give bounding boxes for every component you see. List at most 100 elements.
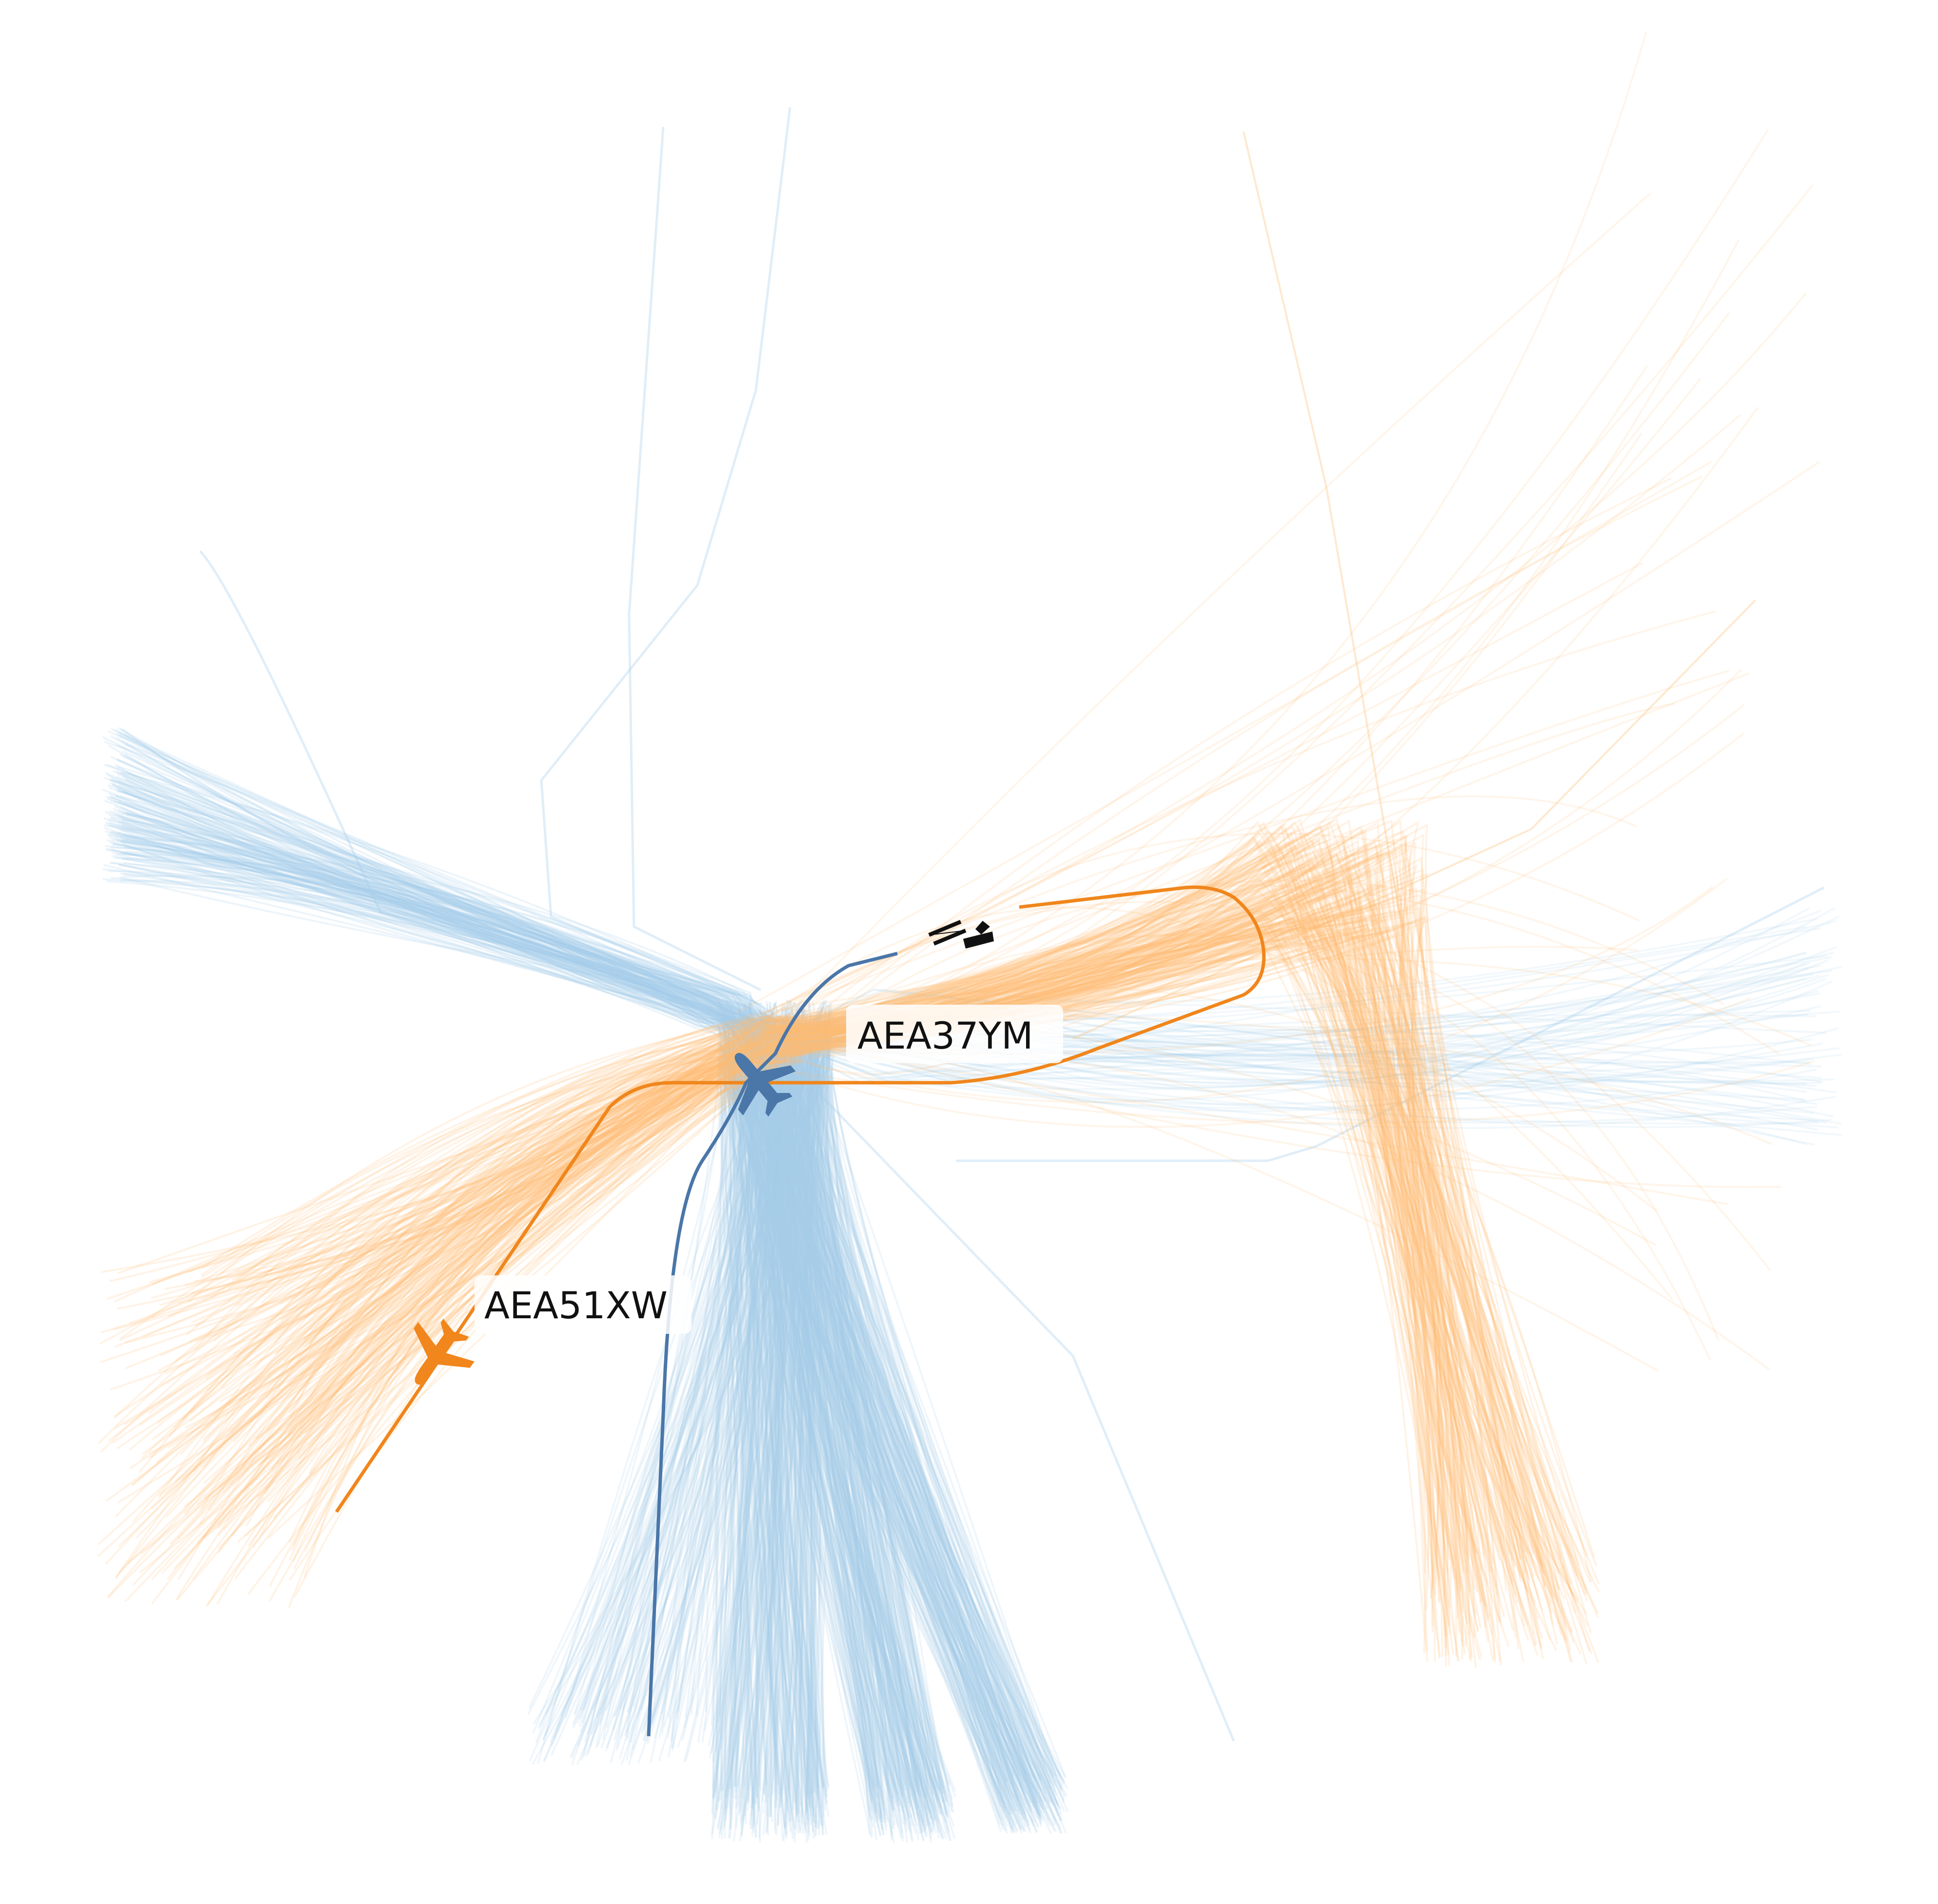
arrival-trajectory: [775, 1068, 785, 1809]
arrival-trajectory: [783, 1025, 896, 1811]
departure-trajectory: [114, 1043, 780, 1303]
arrival-trajectory: [779, 1069, 905, 1796]
arrival-trajectory: [732, 1076, 884, 1795]
arrival-trajectory: [792, 1064, 804, 1815]
departure-trajectory: [787, 821, 1599, 1614]
arrival-trajectory: [817, 1045, 1005, 1798]
arrival-trajectory: [760, 1060, 908, 1832]
arrival-trajectory: [780, 1067, 1052, 1785]
arrival-trajectory: [787, 1076, 918, 1792]
arrival-trajectory: [821, 1015, 1039, 1827]
departure-trajectory: [794, 845, 1589, 1602]
arrival-trajectory: [772, 1004, 1012, 1811]
arrival-trajectory: [121, 775, 788, 1033]
airplane-icon[interactable]: [710, 1032, 807, 1129]
departure-trajectory: [218, 1029, 767, 1488]
arrival-trajectory: [110, 755, 779, 1023]
arrival-trajectory: [775, 1038, 1834, 1118]
arrival-trajectory: [740, 1023, 790, 1836]
arrival-trajectory: [818, 1040, 896, 1788]
arrival-trajectory: [724, 1049, 770, 1799]
arrival-trajectory: [119, 784, 801, 1025]
arrival-trajectory: [114, 764, 770, 1023]
arrival-trajectory: [800, 1041, 956, 1840]
arrival-trajectory: [793, 1076, 931, 1825]
arrival-trajectory: [724, 1065, 832, 1810]
departure-trajectory: [771, 869, 1542, 1647]
arrival-trajectory: [798, 1003, 1014, 1776]
arrival-trajectory: [731, 1027, 825, 1836]
departure-trajectory: [761, 31, 1647, 1066]
arrival-trajectory: [756, 1007, 801, 1797]
departure-trajectory: [166, 1057, 764, 1580]
arrival-trajectory: [810, 1075, 1020, 1812]
arrival-trajectory: [750, 1049, 801, 1829]
arrival-trajectory: [800, 1070, 826, 1787]
arrival-trajectory: [711, 1041, 803, 1839]
departure-trajectory: [196, 1044, 751, 1506]
arrival-trajectory: [756, 1032, 814, 1843]
arrival-trajectory: [807, 1070, 825, 1825]
arrival-trajectory: [120, 840, 789, 1029]
arrival-trajectory: [737, 1061, 871, 1818]
arrival-trajectory: [762, 1056, 825, 1793]
departure-trajectory: [779, 853, 1489, 1642]
departure-trajectory: [747, 957, 1811, 1047]
arrival-trajectory: [773, 1035, 915, 1827]
arrival-trajectory: [724, 1075, 1024, 1816]
departure-trajectory: [759, 702, 1675, 1055]
departure-trajectory: [245, 1045, 762, 1527]
arrival-trajectory: [825, 1024, 916, 1821]
departure-trajectory: [142, 1025, 780, 1338]
arrival-trajectory: [799, 1046, 1048, 1809]
arrival-trajectory: [790, 1037, 1004, 1821]
arrival-trajectory: [746, 1056, 1007, 1832]
airplane-icon[interactable]: [389, 1308, 484, 1404]
departure-trajectory: [260, 1018, 773, 1304]
arrival-trajectory: [116, 733, 793, 1040]
departure-trajectory: [195, 1058, 769, 1328]
arrival-trajectory: [121, 826, 772, 1034]
departure-trajectory: [208, 1050, 786, 1511]
arrival-trajectory: [619, 1025, 795, 1759]
arrival-trajectory: [752, 1076, 925, 1841]
arrival-trajectory: [775, 989, 1842, 1125]
departure-trajectory: [304, 1018, 749, 1552]
arrival-trajectory: [768, 1042, 795, 1830]
departure-trajectory: [794, 847, 1530, 1641]
arrival-trajectory: [118, 815, 781, 1058]
arrival-trajectory: [775, 917, 1818, 1040]
departure-trajectory: [784, 876, 1461, 1593]
arrival-trajectory: [828, 1015, 940, 1808]
arrival-trajectory: [811, 1002, 877, 1823]
departure-trajectory: [141, 1029, 750, 1460]
arrival-trajectory: [116, 827, 778, 1054]
departure-trajectory: [196, 1017, 779, 1544]
arrival-trajectory: [768, 1031, 903, 1798]
arrival-trajectory: [791, 1057, 929, 1825]
departure-trajectory: [247, 1049, 758, 1547]
departure-trajectory: [295, 1031, 756, 1365]
departure-trajectory: [794, 925, 1472, 1660]
arrival-trajectory: [118, 727, 790, 1030]
arrival-trajectory: [775, 1038, 1835, 1083]
arrival-trajectory: [721, 1013, 791, 1789]
departure-trajectory: [123, 1052, 778, 1426]
arrival-trajectory: [769, 1047, 1066, 1798]
departure-trajectory: [783, 865, 1599, 1618]
arrival-trajectory: [715, 1000, 728, 1793]
departure-trajectory: [802, 461, 1820, 1049]
arrival-trajectory: [774, 1071, 816, 1796]
arrival-trajectory: [758, 1047, 1016, 1812]
arrival-trajectory: [738, 1053, 1051, 1826]
arrival-trajectory: [772, 1074, 904, 1842]
arrival-trajectory: [663, 1052, 825, 1728]
departure-trajectory: [774, 850, 1580, 1581]
arrival-trajectory: [810, 1074, 1016, 1800]
arrival-trajectory: [789, 1044, 1018, 1833]
departure-trajectory: [105, 1038, 788, 1502]
arrival-trajectory: [123, 873, 786, 1038]
departure-trajectory: [794, 839, 1528, 1589]
arrival-trajectory: [124, 857, 762, 1031]
departure-trajectory: [165, 1030, 773, 1375]
